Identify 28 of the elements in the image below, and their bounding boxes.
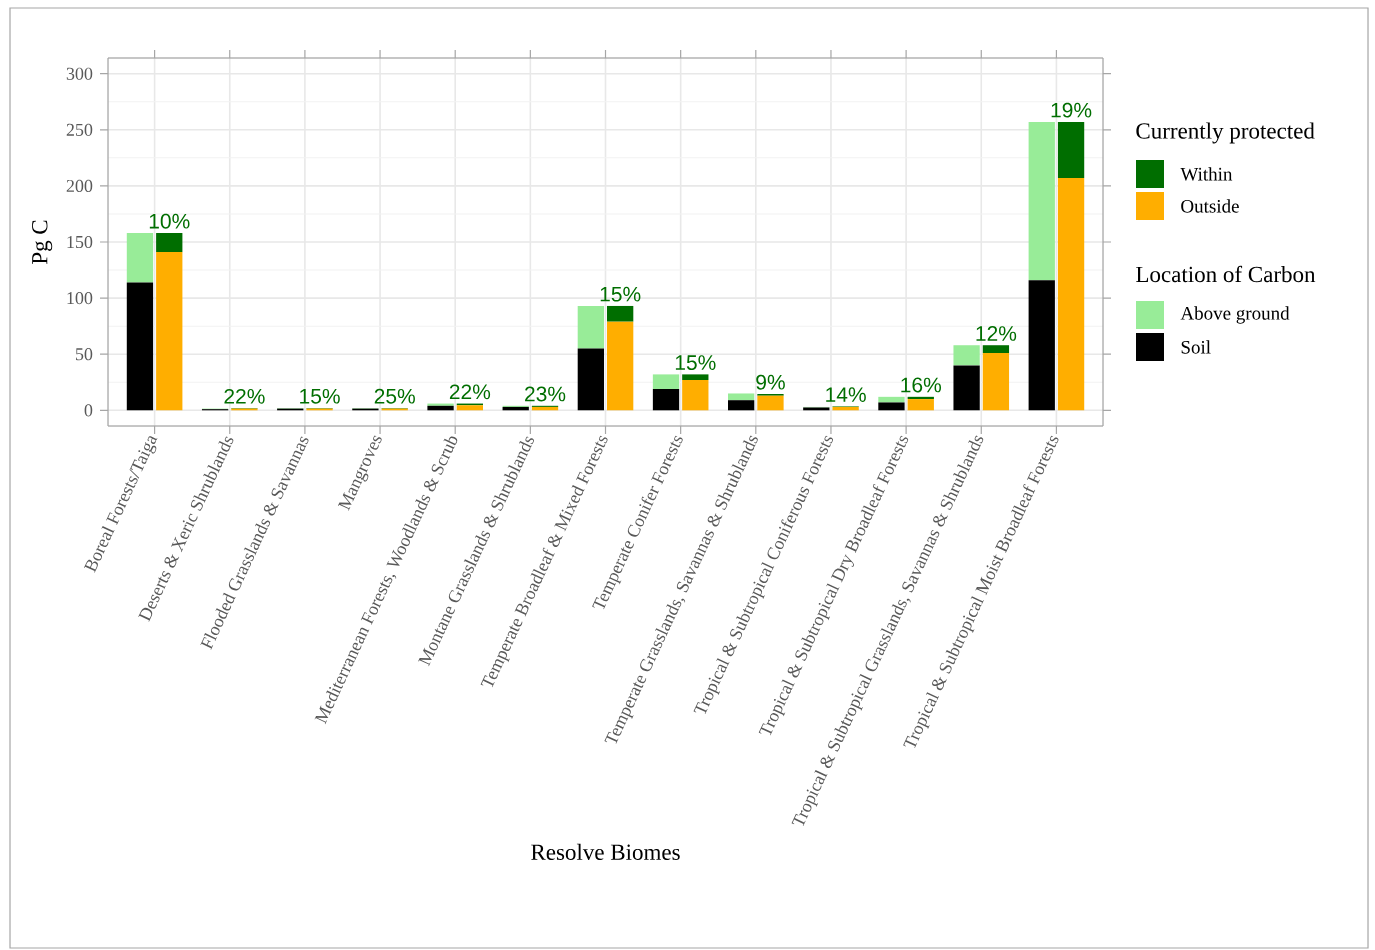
annotation: 10% (149, 213, 190, 229)
x-axis-title: Resolve Biomes (531, 843, 680, 860)
legend-label: Soil (1181, 340, 1211, 354)
annotation: 22% (224, 388, 265, 404)
y-tick-label: 150 (67, 235, 93, 249)
y-tick-label: 50 (75, 348, 93, 361)
legend-label: Outside (1181, 199, 1239, 213)
annotation: 22% (449, 384, 491, 400)
y-axis-title: Pg C (32, 220, 53, 265)
annotation: 19% (1051, 102, 1092, 118)
y-tick-label: 100 (67, 292, 93, 305)
annotation: 12% (976, 326, 1017, 341)
y-tick-label: 300 (66, 67, 93, 80)
legend-label: Above ground (1180, 306, 1290, 324)
annotation: 15% (675, 355, 716, 370)
annotation: 9% (756, 374, 785, 390)
y-tick-label: 0 (84, 404, 93, 417)
annotation: 25% (374, 388, 415, 404)
annotation: 16% (901, 377, 942, 393)
legend-title: Currently protected (1136, 122, 1315, 144)
annotation: 15% (600, 286, 641, 302)
annotation: 23% (525, 386, 566, 402)
annotation: 14% (826, 387, 866, 402)
y-tick-label: 200 (66, 179, 93, 192)
legend-label: Within (1180, 167, 1233, 181)
y-tick-label: 250 (66, 123, 93, 136)
legend-title: Location of Carbon (1136, 265, 1316, 283)
annotation: 15% (300, 388, 340, 404)
